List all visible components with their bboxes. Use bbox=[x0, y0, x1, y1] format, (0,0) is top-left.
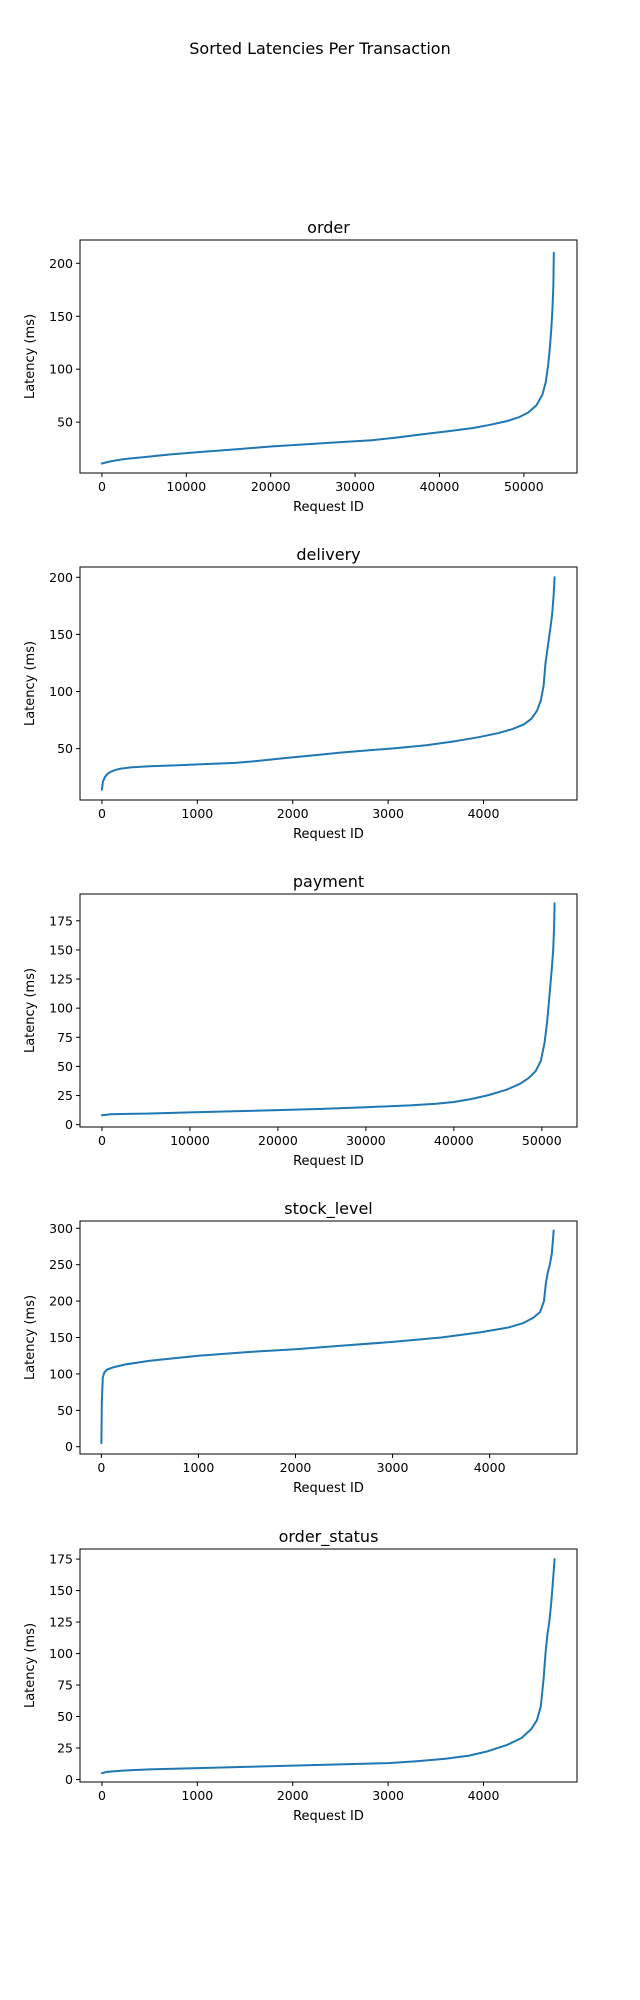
series-line bbox=[100, 576, 556, 791]
y-tick-label: 100 bbox=[49, 1646, 73, 1661]
x-tick-label: 3000 bbox=[372, 1788, 404, 1803]
x-tick-label: 10000 bbox=[170, 1133, 210, 1148]
x-tick-label: 4000 bbox=[468, 1788, 500, 1803]
series-line bbox=[100, 1558, 556, 1775]
y-tick-label: 100 bbox=[49, 362, 73, 377]
y-tick-label: 300 bbox=[49, 1221, 73, 1236]
y-tick-label: 200 bbox=[49, 256, 73, 271]
y-tick-label: 50 bbox=[57, 1059, 73, 1074]
x-tick-label: 2000 bbox=[277, 806, 309, 821]
subplot-order: 0 10000 20000 30000 40000 50000 50 100 150 200 ord… bbox=[23, 218, 578, 515]
y-tick-label: 150 bbox=[49, 309, 73, 324]
plot-frame bbox=[79, 566, 578, 801]
x-tick-label: 10000 bbox=[166, 479, 206, 494]
x-tick-label: 0 bbox=[98, 479, 106, 494]
subplot-order-status: 0 1000 2000 3000 4000 0 25 50 75 100 125 150 175 orde… bbox=[23, 1527, 578, 1824]
subplot-title: delivery bbox=[296, 545, 360, 564]
x-tick-label: 0 bbox=[98, 1133, 106, 1148]
y-tick-label: 175 bbox=[49, 1552, 73, 1567]
x-tick-label: 3000 bbox=[372, 806, 404, 821]
x-tick-label: 0 bbox=[98, 1788, 106, 1803]
y-axis-label: Latency (ms) bbox=[23, 314, 38, 399]
figure-title: Sorted Latencies Per Transaction bbox=[189, 39, 450, 58]
subplot-title: stock_level bbox=[284, 1199, 373, 1219]
x-tick-label: 1000 bbox=[181, 1788, 213, 1803]
x-axis-label: Request ID bbox=[293, 500, 364, 515]
subplot-title: order_status bbox=[279, 1527, 379, 1547]
x-tick-label: 0 bbox=[97, 1460, 105, 1475]
y-axis-label: Latency (ms) bbox=[23, 1623, 38, 1708]
x-tick-label: 20000 bbox=[258, 1133, 298, 1148]
x-tick-label: 2000 bbox=[280, 1460, 312, 1475]
plot-frame bbox=[79, 893, 578, 1128]
y-axis-label: Latency (ms) bbox=[23, 641, 38, 726]
y-tick-label: 100 bbox=[49, 684, 73, 699]
y-tick-label: 75 bbox=[57, 1678, 73, 1693]
x-tick-label: 50000 bbox=[522, 1133, 562, 1148]
y-tick-label: 150 bbox=[49, 627, 73, 642]
y-axis-label: Latency (ms) bbox=[23, 968, 38, 1053]
y-tick-label: 50 bbox=[57, 1709, 73, 1724]
y-tick-label: 100 bbox=[49, 1366, 73, 1381]
y-tick-label: 25 bbox=[57, 1740, 73, 1755]
series-line bbox=[100, 251, 555, 465]
series-line bbox=[100, 1229, 555, 1445]
subplot-title: order bbox=[307, 218, 350, 237]
subplot-delivery: 0 1000 2000 3000 4000 50 100 150 200 delivery Requ… bbox=[23, 545, 578, 842]
x-tick-label: 30000 bbox=[335, 479, 375, 494]
x-tick-label: 40000 bbox=[420, 479, 460, 494]
x-tick-label: 2000 bbox=[277, 1788, 309, 1803]
x-tick-label: 4000 bbox=[474, 1460, 506, 1475]
y-tick-label: 50 bbox=[57, 415, 73, 430]
y-axis-label: Latency (ms) bbox=[23, 1295, 38, 1380]
x-tick-label: 1000 bbox=[183, 1460, 215, 1475]
subplot-payment: 0 10000 20000 30000 40000 50000 0 25 50 75 100 125 1… bbox=[23, 872, 578, 1169]
y-tick-label: 150 bbox=[49, 942, 73, 957]
x-tick-label: 0 bbox=[98, 806, 106, 821]
y-tick-label: 0 bbox=[65, 1117, 73, 1132]
y-tick-label: 75 bbox=[57, 1030, 73, 1045]
x-axis-label: Request ID bbox=[293, 1154, 364, 1169]
y-tick-label: 50 bbox=[57, 1403, 73, 1418]
x-tick-label: 3000 bbox=[377, 1460, 409, 1475]
x-axis-label: Request ID bbox=[293, 1809, 364, 1824]
x-tick-label: 1000 bbox=[181, 806, 213, 821]
y-tick-label: 125 bbox=[49, 1615, 73, 1630]
y-tick-label: 175 bbox=[49, 913, 73, 928]
y-tick-label: 50 bbox=[57, 741, 73, 756]
y-tick-label: 100 bbox=[49, 1001, 73, 1016]
x-tick-label: 40000 bbox=[434, 1133, 474, 1148]
subplot-stock-level: 0 1000 2000 3000 4000 0 50 100 150 200 250 300 stock… bbox=[23, 1199, 578, 1496]
y-tick-label: 0 bbox=[65, 1439, 73, 1454]
x-tick-label: 50000 bbox=[504, 479, 544, 494]
subplot-title: payment bbox=[293, 872, 364, 891]
x-axis-label: Request ID bbox=[293, 827, 364, 842]
y-tick-label: 125 bbox=[49, 972, 73, 987]
y-tick-label: 25 bbox=[57, 1088, 73, 1103]
y-tick-label: 250 bbox=[49, 1257, 73, 1272]
y-tick-label: 150 bbox=[49, 1583, 73, 1598]
x-axis-label: Request ID bbox=[293, 1481, 364, 1496]
plot-frame bbox=[79, 1220, 578, 1455]
y-tick-label: 0 bbox=[65, 1772, 73, 1787]
y-tick-label: 200 bbox=[49, 570, 73, 585]
y-tick-label: 150 bbox=[49, 1330, 73, 1345]
x-tick-label: 4000 bbox=[468, 806, 500, 821]
series-line bbox=[101, 902, 556, 1117]
plot-frame bbox=[79, 239, 578, 474]
y-tick-label: 200 bbox=[49, 1294, 73, 1309]
x-tick-label: 20000 bbox=[251, 479, 291, 494]
plot-frame bbox=[79, 1548, 578, 1783]
x-tick-label: 30000 bbox=[346, 1133, 386, 1148]
